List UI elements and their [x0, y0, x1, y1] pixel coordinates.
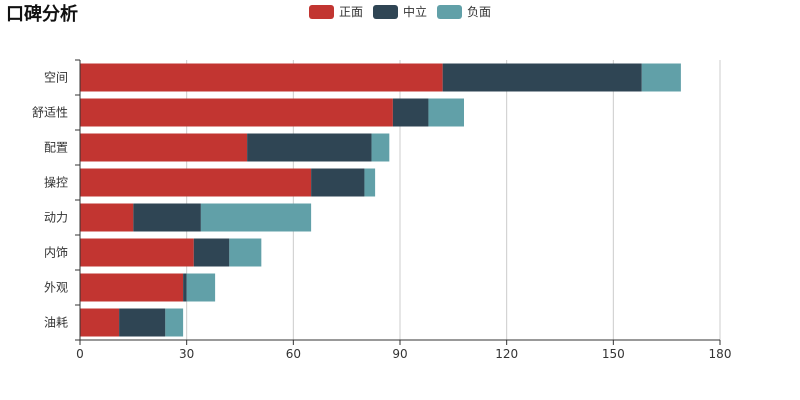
- x-tick-label-4: 120: [495, 347, 518, 361]
- bar-segment-neutral-2[interactable]: [247, 134, 371, 162]
- bar-segment-neutral-0[interactable]: [443, 64, 642, 92]
- legend-item-neutral[interactable]: 中立: [373, 4, 427, 19]
- x-tick-label-1: 30: [179, 347, 194, 361]
- bar-segment-negative-5[interactable]: [229, 239, 261, 267]
- legend-swatch-neutral: [373, 5, 398, 19]
- category-label-0: 空间: [44, 71, 68, 85]
- bar-segment-positive-6[interactable]: [80, 274, 183, 302]
- x-tick-label-5: 150: [602, 347, 625, 361]
- bar-segment-neutral-6[interactable]: [183, 274, 187, 302]
- bar-segment-positive-5[interactable]: [80, 239, 194, 267]
- bar-segment-negative-3[interactable]: [364, 169, 375, 197]
- category-label-4: 动力: [44, 211, 68, 225]
- bar-segment-negative-4[interactable]: [201, 204, 311, 232]
- bar-segment-negative-1[interactable]: [428, 99, 464, 127]
- category-label-2: 配置: [44, 141, 68, 155]
- category-label-7: 油耗: [44, 316, 68, 330]
- legend-label-positive: 正面: [339, 5, 363, 19]
- legend: 正面 中立 负面: [309, 4, 491, 19]
- category-label-6: 外观: [44, 281, 68, 295]
- bar-segment-positive-2[interactable]: [80, 134, 247, 162]
- legend-label-neutral: 中立: [403, 4, 427, 19]
- legend-item-positive[interactable]: 正面: [309, 5, 363, 19]
- bar-segment-positive-1[interactable]: [80, 99, 393, 127]
- bar-segment-neutral-4[interactable]: [133, 204, 201, 232]
- chart-title: 口碑分析: [6, 3, 78, 25]
- bar-segment-neutral-1[interactable]: [393, 99, 429, 127]
- bar-segment-negative-0[interactable]: [642, 64, 681, 92]
- x-tick-label-2: 60: [286, 347, 301, 361]
- category-label-5: 内饰: [44, 246, 68, 260]
- bar-segment-neutral-7[interactable]: [119, 309, 165, 337]
- bar-segment-positive-0[interactable]: [80, 64, 443, 92]
- bar-segment-neutral-3[interactable]: [311, 169, 364, 197]
- legend-swatch-positive: [309, 5, 334, 19]
- bar-segment-negative-2[interactable]: [372, 134, 390, 162]
- x-tick-label-3: 90: [392, 347, 407, 361]
- category-label-1: 舒适性: [32, 106, 68, 120]
- legend-item-negative[interactable]: 负面: [437, 5, 491, 19]
- bar-segment-positive-4[interactable]: [80, 204, 133, 232]
- category-label-3: 操控: [44, 175, 68, 190]
- bar-segment-negative-6[interactable]: [187, 274, 215, 302]
- legend-swatch-negative: [437, 5, 462, 19]
- bar-segment-negative-7[interactable]: [165, 309, 183, 337]
- bar-segment-positive-3[interactable]: [80, 169, 311, 197]
- bars: [80, 64, 681, 337]
- legend-label-negative: 负面: [467, 5, 491, 19]
- x-tick-label-0: 0: [76, 347, 84, 361]
- bar-segment-positive-7[interactable]: [80, 309, 119, 337]
- x-tick-label-6: 180: [709, 347, 732, 361]
- bar-segment-neutral-5[interactable]: [194, 239, 230, 267]
